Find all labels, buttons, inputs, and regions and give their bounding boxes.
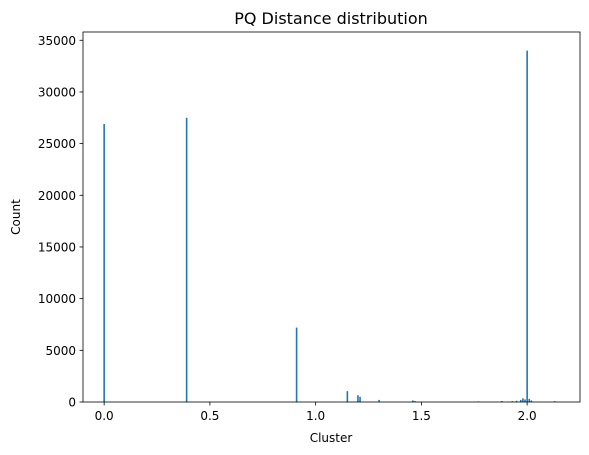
histogram-bar [185,117,188,402]
histogram-bar [519,399,522,402]
histogram-bar [522,398,524,402]
y-tick-label: 10000 [38,292,76,306]
histogram-bar [357,395,359,402]
histogram-bar [526,50,528,402]
y-tick-label: 30000 [38,85,76,99]
y-tick-label: 25000 [38,137,76,151]
histogram-bar [359,396,361,402]
x-tick-label: 1.0 [306,409,325,423]
y-tick-label: 20000 [38,189,76,203]
x-tick-label: 0.5 [200,409,219,423]
histogram-bar [103,123,105,402]
histogram-bar [511,401,514,402]
histogram-bar [500,400,503,402]
histogram-bar [528,398,531,402]
y-axis-label: Count [9,199,23,235]
histogram-bar [412,400,414,402]
x-axis-ticks: 0.0 0.5 1.0 1.5 2.0 [95,402,537,423]
x-tick-label: 2.0 [518,409,537,423]
x-tick-label: 0.0 [95,409,114,423]
y-axis-ticks: 0 5000 10000 15000 20000 25000 30000 35000 [38,34,83,410]
histogram-bar [515,400,518,402]
x-tick-label: 1.5 [412,409,431,423]
y-tick-label: 15000 [38,240,76,254]
y-tick-label: 5000 [45,344,76,358]
bars-layer [103,50,556,402]
y-tick-label: 35000 [38,34,76,48]
histogram-bar [530,400,533,402]
histogram-bar [378,399,380,402]
x-axis-label: Cluster [310,431,353,445]
histogram-bar [295,327,298,402]
chart-title: PQ Distance distribution [234,9,428,28]
histogram-bar [346,391,349,402]
y-tick-label: 0 [68,396,76,410]
plot-frame [82,31,581,403]
histogram-bar [524,399,526,402]
histogram-bar [553,401,556,402]
histogram-bar [414,401,416,402]
